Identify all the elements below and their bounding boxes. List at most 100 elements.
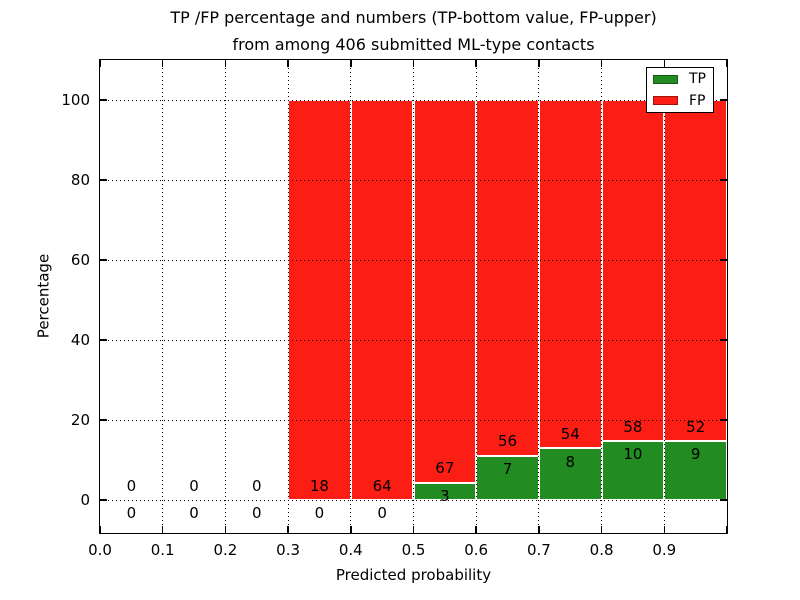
y-tick-label: 20 [70,411,90,429]
x-tick-mark [99,526,101,533]
x-tick-label: 0.3 [276,541,301,559]
legend: TP FP [646,67,714,113]
y-tick-mark [100,499,107,501]
bar-segment-fp [538,100,602,449]
tp-count-label: 0 [377,504,387,523]
x-tick-mark [726,526,728,533]
bar-segment-fp [288,100,351,500]
gridline-vertical [538,60,540,533]
chart-title-line1: TP /FP percentage and numbers (TP-bottom… [170,8,657,27]
fp-count-label: 0 [189,476,199,495]
bar-segment-tp [664,440,727,500]
x-tick-label: 0.6 [464,541,489,559]
x-tick-mark-top [726,60,728,67]
fp-count-label: 52 [686,417,706,436]
x-tick-label: 0.0 [88,541,112,559]
gridline-vertical [287,60,289,533]
y-tick-label: 60 [70,251,90,269]
x-tick-mark-top [600,60,603,67]
tp-count-label: 0 [189,504,199,523]
y-tick-mark-right [720,99,727,101]
gridline-vertical [413,60,414,533]
fp-count-label: 0 [126,476,137,495]
bar-segment-tp [476,455,539,500]
x-tick-mark-top [350,60,352,67]
tp-count-label: 0 [314,504,325,523]
chart-title: TP /FP percentage and numbers (TP-bottom… [100,4,727,58]
tp-count-label: 9 [690,445,701,464]
x-tick-mark [224,526,227,533]
x-axis-label: Predicted probability [335,566,492,584]
tp-count-label: 0 [126,504,137,523]
fp-count-label: 0 [251,476,262,495]
x-tick-mark-top [538,60,540,67]
fp-count-label: 56 [498,432,518,451]
fp-count-label: 54 [560,424,580,443]
y-tick-label: 40 [70,331,90,349]
tp-color-swatch [653,74,678,84]
bar-segment-fp [664,100,727,441]
x-tick-mark-top [99,60,101,67]
tp-count-label: 7 [502,459,513,478]
bar-segment-fp [350,100,414,500]
x-tick-mark [287,526,289,533]
tp-count-label: 3 [440,487,450,506]
x-tick-label: 0.2 [213,541,238,559]
x-tick-label: 0.1 [150,541,175,559]
y-tick-mark [100,419,107,421]
fp-count-label: 67 [435,459,455,478]
gridline-vertical [162,60,164,533]
tp-count-label: 0 [251,504,262,523]
y-tick-mark-right [720,419,727,421]
x-tick-mark [350,526,352,533]
bar-segment-fp [413,100,477,483]
x-tick-mark-top [287,60,289,67]
legend-item-fp: FP [647,91,713,111]
x-tick-mark-top [161,60,164,67]
gridline-vertical [663,60,665,533]
legend-item-tp: TP [647,69,713,89]
x-tick-label: 0.5 [401,541,426,559]
x-tick-mark [663,526,666,533]
x-tick-label: 0.8 [589,541,614,559]
y-tick-mark [100,99,107,101]
y-tick-mark [100,179,107,181]
bar-segment-fp [476,100,539,456]
y-tick-mark [100,339,107,341]
x-tick-mark [475,526,477,533]
fp-color-swatch [653,96,678,106]
bar-segment-fp [601,100,665,442]
gridline-vertical [350,60,352,533]
y-tick-mark-right [720,259,727,261]
gridline-vertical [475,60,477,533]
y-tick-label: 80 [70,171,90,189]
gridline-vertical [224,60,226,533]
legend-label-tp: TP [689,71,706,88]
y-tick-mark [100,259,107,261]
y-tick-label: 0 [80,491,90,509]
fp-count-label: 64 [372,476,392,495]
tp-count-label: 10 [623,445,643,464]
x-tick-label: 0.4 [338,541,363,559]
x-tick-mark-top [475,60,477,67]
fp-count-label: 18 [309,476,329,495]
chart-title-line2: from among 406 submitted ML-type contact… [232,35,595,54]
x-tick-mark-top [663,60,666,67]
y-tick-mark-right [720,179,727,181]
x-tick-mark [538,526,540,533]
x-tick-mark [600,526,603,533]
x-tick-mark-top [224,60,227,67]
x-tick-mark [412,526,415,533]
fp-count-label: 58 [623,417,643,436]
gridline-vertical [601,60,603,533]
y-tick-label: 100 [61,91,90,109]
x-tick-label: 0.7 [526,541,551,559]
y-tick-mark-right [720,339,727,341]
legend-label-fp: FP [689,92,706,109]
x-tick-mark-top [412,60,415,67]
x-tick-label: 0.9 [652,541,677,559]
x-tick-mark [161,526,164,533]
tp-count-label: 8 [565,452,576,471]
